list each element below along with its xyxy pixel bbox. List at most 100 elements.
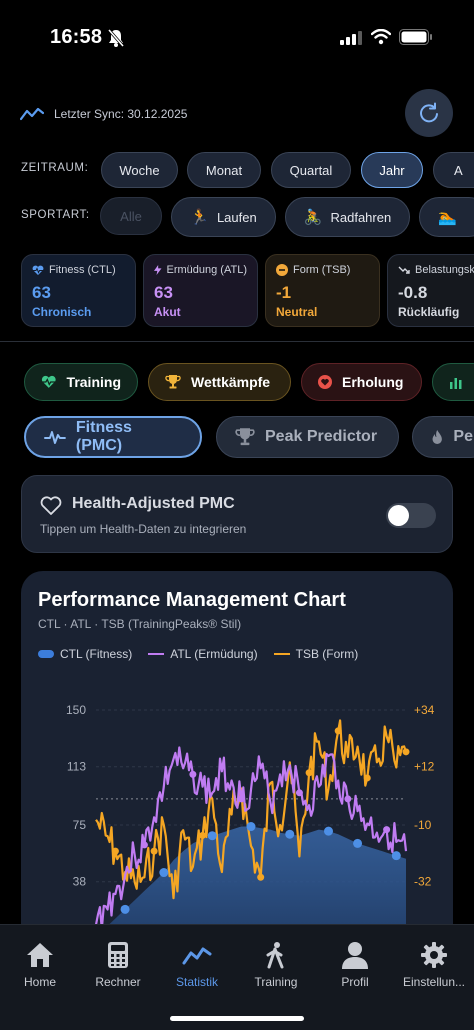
wifi-icon: [371, 29, 391, 45]
zeitraum-woche[interactable]: Woche: [101, 152, 178, 188]
heart-outline-icon: [40, 496, 62, 515]
atl-point: [237, 795, 245, 803]
sync-status: Letzter Sync: 30.12.2025: [20, 100, 187, 128]
ctl-point: [246, 822, 256, 832]
gear-icon: [421, 942, 447, 968]
sportart-more[interactable]: 🏊: [419, 197, 474, 237]
zeitraum-monat[interactable]: Monat: [187, 152, 261, 188]
heart-icon: [318, 375, 332, 389]
ctl-point: [353, 838, 363, 848]
status-time: 16:58: [50, 26, 103, 48]
pmc-chart: 150 113 75 38 +34 +12 -10 -32: [66, 703, 435, 940]
chart-title: Performance Management Chart: [38, 589, 346, 611]
sportart-radfahren[interactable]: 🚴 Radfahren: [285, 197, 410, 237]
nav-statistik[interactable]: Statistik: [157, 941, 237, 989]
person-icon: [342, 942, 368, 969]
metric-fitness-value: 63: [32, 283, 51, 302]
y-tick-right: -10: [414, 818, 432, 832]
pulse-icon: [44, 431, 66, 444]
refresh-button[interactable]: [405, 89, 453, 137]
trophy-icon: [165, 375, 181, 389]
health-adjusted-card[interactable]: Health-Adjusted PMC Tippen um Health-Dat…: [21, 475, 453, 553]
ctl-point: [285, 829, 295, 839]
health-subtitle: Tippen um Health-Daten zu integrieren: [40, 522, 247, 536]
sync-text: Letzter Sync: 30.12.2025: [54, 107, 188, 121]
tsb-point: [305, 769, 313, 777]
nav-training[interactable]: Training: [236, 941, 316, 989]
sportart-filter: SPORTART: Alle 🏃 Laufen 🚴 Radfahren 🏊: [0, 195, 474, 237]
tsb-point: [363, 774, 371, 782]
sportart-laufen[interactable]: 🏃 Laufen: [171, 197, 276, 237]
metric-fitness: Fitness (CTL) 63 Chronisch: [21, 254, 136, 327]
status-bar: 16:58: [0, 0, 474, 76]
nav-einstellungen[interactable]: Einstellun...: [394, 941, 474, 989]
zeitraum-filter: ZEITRAUM: Woche Monat Quartal Jahr A: [0, 150, 474, 192]
zeitraum-quartal[interactable]: Quartal: [271, 152, 351, 188]
trophy-icon: [235, 428, 255, 446]
trend-down-icon: [398, 266, 410, 274]
trend-line-icon: [20, 107, 44, 121]
zeitraum-label: ZEITRAUM:: [21, 162, 89, 174]
nav-rechner[interactable]: Rechner: [78, 941, 158, 989]
metric-fatigue-sub: Akut: [154, 305, 181, 319]
heart-pulse-icon: [41, 375, 56, 388]
chart-icon: [182, 947, 212, 965]
mute-bell-icon: [107, 29, 125, 47]
ctl-point: [391, 851, 401, 861]
y-tick-left: 150: [66, 703, 86, 717]
atl-point: [344, 795, 352, 803]
metric-fitness-sub: Chronisch: [32, 305, 92, 319]
metric-form: Form (TSB) -1 Neutral: [265, 254, 380, 327]
ctl-point: [159, 868, 169, 878]
legend-ctl: CTL (Fitness): [38, 647, 132, 661]
atl-point: [295, 789, 303, 797]
metric-fatigue: Ermüdung (ATL) 63 Akut: [143, 254, 258, 327]
zeitraum-jahr[interactable]: Jahr: [361, 152, 423, 188]
ctl-point: [207, 831, 217, 841]
y-tick-left: 75: [73, 818, 87, 832]
y-tick-left: 113: [67, 760, 86, 774]
bolt-icon: [154, 265, 162, 275]
home-indicator: [170, 1016, 304, 1021]
sportart-label: SPORTART:: [21, 209, 90, 221]
health-toggle-knob: [388, 505, 409, 526]
tab-more[interactable]: Pe: [412, 416, 474, 458]
tsb-point: [402, 748, 410, 756]
bottom-navigation: Home Rechner Statistik Training Profil: [0, 924, 474, 1030]
category-more[interactable]: [432, 363, 474, 401]
atl-point: [383, 826, 391, 834]
y-tick-right: +12: [414, 760, 435, 774]
category-wettkaempfe[interactable]: Wettkämpfe: [148, 363, 291, 401]
y-tick-left: 38: [73, 875, 87, 889]
heart-pulse-icon: [32, 265, 44, 275]
zeitraum-more[interactable]: A: [433, 152, 474, 188]
legend-atl: ATL (Ermüdung): [148, 647, 258, 661]
tsb-point: [334, 727, 342, 735]
nav-home[interactable]: Home: [0, 941, 80, 989]
tsb-line: [95, 719, 408, 900]
sportart-alle[interactable]: Alle: [100, 197, 162, 235]
atl-point: [189, 770, 197, 778]
atl-point: [140, 841, 148, 849]
tab-peak-predictor[interactable]: Peak Predictor: [216, 416, 399, 458]
minus-circle-icon: [276, 264, 288, 276]
pmc-chart-card: 150 113 75 38 +34 +12 -10 -32 Performance Manag…: [21, 571, 453, 991]
metric-form-value: -1: [276, 283, 292, 302]
category-erholung[interactable]: Erholung: [301, 363, 422, 401]
walk-icon: [266, 942, 284, 969]
battery-icon: [399, 29, 432, 45]
metric-load-trend: Belastungsk -0.8 Rückläufig: [387, 254, 474, 327]
health-title: Health-Adjusted PMC: [72, 495, 235, 512]
home-icon: [27, 943, 53, 967]
tab-fitness-pmc[interactable]: Fitness (PMC): [24, 416, 202, 458]
health-toggle[interactable]: [386, 503, 436, 528]
category-training[interactable]: Training: [24, 363, 138, 401]
swimmer-icon: 🏊: [438, 209, 457, 226]
nav-profil[interactable]: Profil: [315, 941, 395, 989]
cyclist-icon: 🚴: [303, 209, 323, 226]
flame-icon: [432, 430, 442, 444]
metric-load-trend-sub: Rückläufig: [398, 305, 460, 319]
metric-load-trend-value: -0.8: [398, 283, 428, 302]
calculator-icon: [108, 942, 128, 968]
ctl-area: [96, 826, 406, 940]
